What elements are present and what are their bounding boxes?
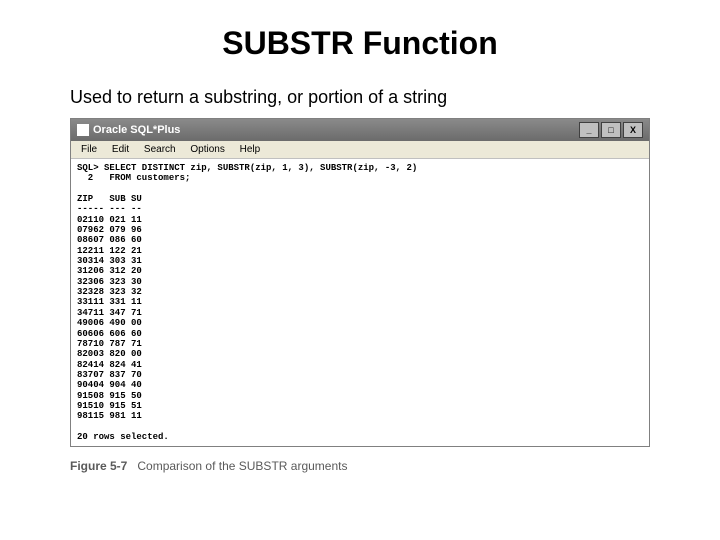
figure-label: Figure 5-7 [70, 459, 127, 473]
page-subtitle: Used to return a substring, or portion o… [70, 87, 680, 108]
window-titlebar: Oracle SQL*Plus _ □ X [71, 119, 649, 141]
page-title: SUBSTR Function [40, 25, 680, 62]
sqlplus-window: Oracle SQL*Plus _ □ X File Edit Search O… [70, 118, 650, 447]
maximize-button[interactable]: □ [601, 122, 621, 138]
minimize-button[interactable]: _ [579, 122, 599, 138]
app-icon [77, 124, 89, 136]
menu-edit[interactable]: Edit [106, 143, 135, 156]
figure-text: Comparison of the SUBSTR arguments [137, 459, 347, 473]
figure-caption: Figure 5-7 Comparison of the SUBSTR argu… [70, 459, 650, 473]
menu-options[interactable]: Options [184, 143, 230, 156]
terminal-output: SQL> SELECT DISTINCT zip, SUBSTR(zip, 1,… [71, 159, 649, 446]
window-title: Oracle SQL*Plus [93, 124, 180, 136]
menu-file[interactable]: File [75, 143, 103, 156]
menubar: File Edit Search Options Help [71, 141, 649, 159]
menu-help[interactable]: Help [234, 143, 267, 156]
menu-search[interactable]: Search [138, 143, 182, 156]
close-button[interactable]: X [623, 122, 643, 138]
